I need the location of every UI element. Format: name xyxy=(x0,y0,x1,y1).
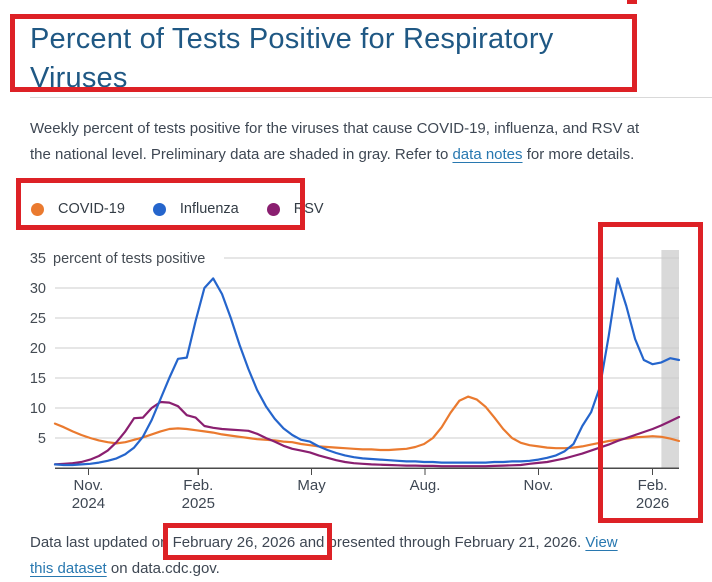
chart-legend: COVID-19 Influenza RSV xyxy=(31,196,324,222)
footer-after-link: on data.cdc.gov. xyxy=(106,560,220,577)
respiratory-virus-chart: 5 10 15 20 25 30 35 percent of tests positive No… xyxy=(0,240,712,512)
legend-label-covid19: COVID-19 xyxy=(58,201,125,217)
svg-text:5: 5 xyxy=(38,431,46,447)
svg-text:May: May xyxy=(297,477,326,494)
svg-text:Feb.: Feb. xyxy=(638,477,668,494)
svg-text:Nov.: Nov. xyxy=(524,477,554,494)
description-after-link: for more details. xyxy=(522,146,635,163)
svg-text:2025: 2025 xyxy=(182,495,215,512)
svg-text:20: 20 xyxy=(30,341,46,357)
influenza-dot-icon xyxy=(152,202,166,216)
covid19-dot-icon xyxy=(31,202,44,216)
chart-description: Weekly percent of tests positive for the… xyxy=(30,116,690,168)
rsv-dot-icon xyxy=(266,202,280,216)
legend-item-rsv: RSV xyxy=(266,201,324,217)
legend-label-influenza: Influenza xyxy=(179,201,239,217)
data-updated-note: Data last updated on February 26, 2026 a… xyxy=(30,530,694,582)
title-divider xyxy=(30,97,712,98)
svg-text:35: 35 xyxy=(30,251,46,267)
legend-item-covid19: COVID-19 xyxy=(31,201,125,217)
page-title-line2: Viruses xyxy=(30,62,128,94)
description-line2: the national level. Preliminary data are… xyxy=(30,146,453,163)
svg-text:10: 10 xyxy=(30,401,46,417)
svg-text:25: 25 xyxy=(30,311,46,327)
svg-text:2024: 2024 xyxy=(72,495,105,512)
svg-text:2026: 2026 xyxy=(636,495,669,512)
data-notes-link[interactable]: data notes xyxy=(452,146,523,163)
legend-item-influenza: Influenza xyxy=(152,201,239,217)
page-title: Percent of Tests Positive for Respirator… xyxy=(30,20,630,98)
annotation-fragment xyxy=(627,0,637,4)
svg-text:15: 15 xyxy=(30,371,46,387)
description-line1: Weekly percent of tests positive for the… xyxy=(30,120,640,137)
svg-text:30: 30 xyxy=(30,281,46,297)
svg-text:Nov.: Nov. xyxy=(74,477,104,494)
svg-text:Aug.: Aug. xyxy=(410,477,441,494)
footer-text: Data last updated on February 26, 2026 a… xyxy=(30,534,586,551)
svg-text:percent of tests positive: percent of tests positive xyxy=(53,251,205,267)
legend-label-rsv: RSV xyxy=(293,201,324,217)
svg-text:Feb.: Feb. xyxy=(183,477,213,494)
page-title-line1: Percent of Tests Positive for Respirator… xyxy=(30,23,554,55)
view-dataset-link[interactable]: View this dataset xyxy=(30,534,618,577)
